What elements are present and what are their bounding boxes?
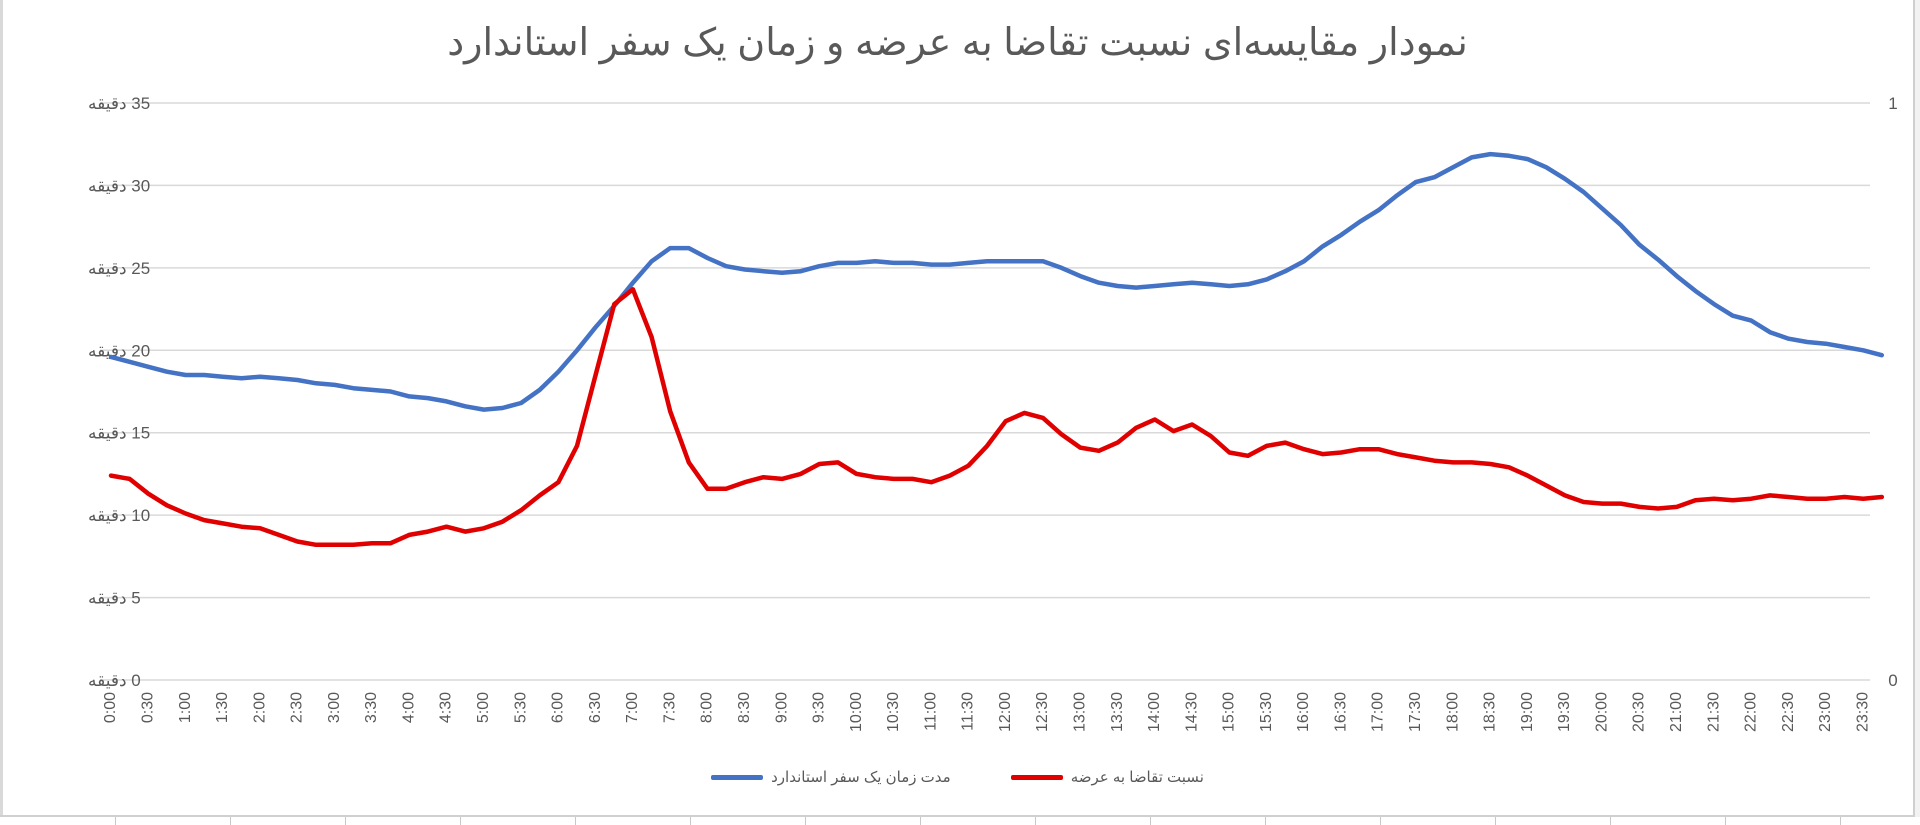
spreadsheet-column-divider xyxy=(1035,817,1036,825)
x-tick-label: 7:30 xyxy=(661,692,678,723)
y-tick-label: 20 دقیقه xyxy=(88,341,150,360)
legend-item-trip-duration: مدت زمان یک سفر استاندارد xyxy=(711,768,951,786)
x-tick-label: 22:30 xyxy=(1780,692,1797,732)
x-tick-label: 17:30 xyxy=(1407,692,1424,732)
x-tick-label: 1:00 xyxy=(177,692,194,723)
legend-swatch-red xyxy=(1010,774,1063,780)
legend-swatch-blue xyxy=(711,774,764,780)
spreadsheet-column-divider xyxy=(1495,817,1496,825)
x-tick-label: 11:30 xyxy=(960,692,977,731)
x-tick-label: 3:30 xyxy=(363,692,380,723)
spreadsheet-column-divider xyxy=(1150,817,1151,825)
spreadsheet-column-divider xyxy=(1725,817,1726,825)
spreadsheet-column-divider xyxy=(1610,817,1611,825)
x-tick-label: 0:00 xyxy=(102,692,119,723)
x-tick-label: 5:00 xyxy=(475,692,492,723)
x-tick-label: 19:30 xyxy=(1556,692,1573,732)
spreadsheet-column-divider xyxy=(690,817,691,825)
chart-legend: مدت زمان یک سفر استاندارد نسبت تقاضا به … xyxy=(0,768,1915,786)
chart-right-border xyxy=(1913,0,1915,815)
x-tick-label: 16:00 xyxy=(1295,692,1312,732)
spreadsheet-column-divider xyxy=(805,817,806,825)
spreadsheet-column-divider xyxy=(1380,817,1381,825)
x-tick-label: 23:00 xyxy=(1817,692,1834,732)
x-tick-label: 6:00 xyxy=(550,692,567,723)
x-tick-label: 7:00 xyxy=(624,692,641,723)
x-tick-label: 4:30 xyxy=(438,692,455,723)
x-tick-label: 18:30 xyxy=(1482,692,1499,732)
x-tick-label: 12:30 xyxy=(1034,692,1051,732)
sheet-left-border xyxy=(0,0,3,825)
x-tick-label: 23:30 xyxy=(1854,692,1871,732)
x-tick-label: 5:30 xyxy=(512,692,529,723)
x-tick-label: 13:30 xyxy=(1109,692,1126,732)
x-tick-label: 16:30 xyxy=(1332,692,1349,732)
x-tick-label: 11:00 xyxy=(922,692,939,731)
x-tick-label: 10:30 xyxy=(885,692,902,732)
spreadsheet-column-divider xyxy=(1265,817,1266,825)
x-tick-label: 18:00 xyxy=(1444,692,1461,732)
x-tick-label: 4:00 xyxy=(400,692,417,723)
x-tick-label: 20:00 xyxy=(1593,692,1610,732)
x-tick-label: 17:00 xyxy=(1370,692,1387,732)
x-tick-label: 8:00 xyxy=(699,692,716,723)
x-tick-label: 10:00 xyxy=(848,692,865,732)
x-tick-label: 13:00 xyxy=(1071,692,1088,732)
legend-label: نسبت تقاضا به عرضه xyxy=(1070,769,1204,786)
secondary-y-tick-label: 1 xyxy=(1888,94,1897,113)
x-tick-label: 8:30 xyxy=(736,692,753,723)
x-tick-label: 15:00 xyxy=(1221,692,1238,732)
x-tick-label: 21:30 xyxy=(1705,692,1722,732)
spreadsheet-column-divider xyxy=(345,817,346,825)
series-line-demand-supply-ratio xyxy=(108,287,1885,548)
x-tick-label: 9:30 xyxy=(811,692,828,723)
x-tick-label: 1:30 xyxy=(214,692,231,723)
x-tick-label: 22:00 xyxy=(1743,692,1760,732)
x-tick-label: 6:30 xyxy=(587,692,604,723)
spreadsheet-column-divider xyxy=(460,817,461,825)
x-tick-label: 2:00 xyxy=(251,692,268,723)
legend-label: مدت زمان یک سفر استاندارد xyxy=(771,769,951,786)
chart-bottom-border xyxy=(0,815,1915,817)
x-tick-label: 9:00 xyxy=(773,692,790,723)
spreadsheet-column-divider xyxy=(230,817,231,825)
sheet-scroll-gutter xyxy=(1915,0,1920,825)
y-tick-label: 0 دقیقه xyxy=(88,671,141,690)
spreadsheet-column-divider xyxy=(920,817,921,825)
x-tick-label: 14:00 xyxy=(1146,692,1163,732)
y-tick-label: 15 دقیقه xyxy=(88,424,150,443)
x-tick-label: 2:30 xyxy=(289,692,306,723)
x-tick-label: 19:00 xyxy=(1519,692,1536,732)
y-tick-label: 35 دقیقه xyxy=(88,94,150,113)
spreadsheet-column-divider xyxy=(1840,817,1841,825)
y-tick-label: 25 دقیقه xyxy=(88,259,150,278)
y-tick-label: 5 دقیقه xyxy=(88,589,141,608)
spreadsheet-column-divider xyxy=(115,817,116,825)
x-tick-label: 3:00 xyxy=(326,692,343,723)
spreadsheet-grid-row xyxy=(0,817,1920,825)
x-tick-label: 15:30 xyxy=(1258,692,1275,732)
x-tick-label: 14:30 xyxy=(1183,692,1200,732)
y-tick-label: 30 دقیقه xyxy=(88,176,150,195)
series-line-trip-duration xyxy=(108,151,1885,412)
chart-title: نمودار مقایسه‌ای نسبت تقاضا به عرضه و زم… xyxy=(447,22,1468,64)
x-tick-label: 0:30 xyxy=(139,692,156,723)
secondary-y-tick-label: 0 xyxy=(1888,671,1897,690)
x-tick-label: 12:00 xyxy=(997,692,1014,732)
spreadsheet-column-divider xyxy=(575,817,576,825)
y-tick-label: 10 دقیقه xyxy=(88,506,150,525)
x-tick-label: 21:00 xyxy=(1668,692,1685,732)
legend-item-demand-supply-ratio: نسبت تقاضا به عرضه xyxy=(1010,768,1204,786)
x-tick-label: 20:30 xyxy=(1631,692,1648,732)
